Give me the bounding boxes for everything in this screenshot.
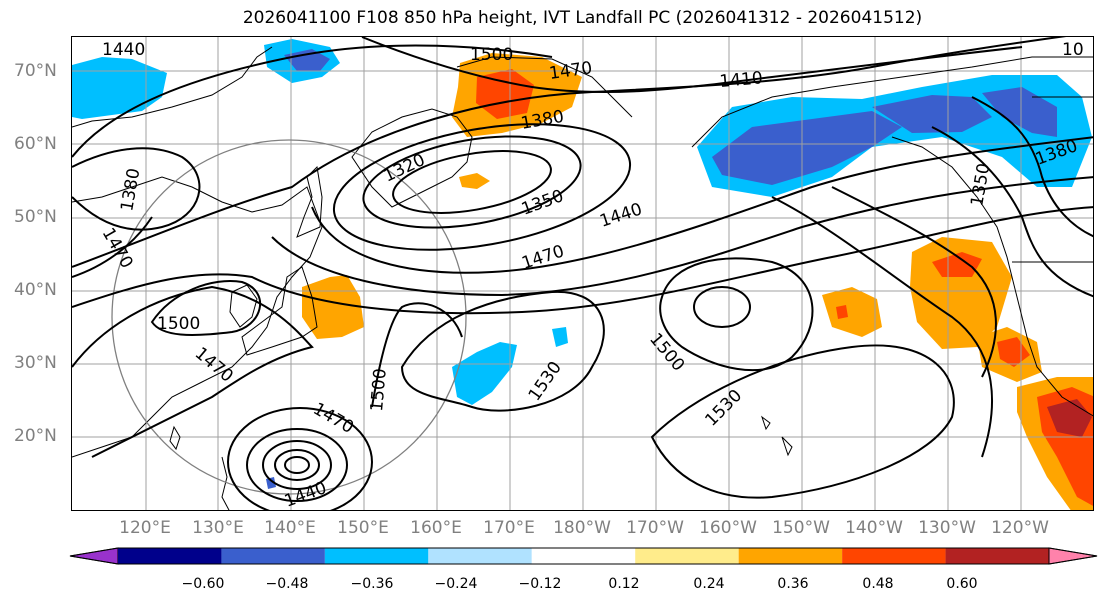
colorbar-outline	[69, 547, 1098, 565]
colorbar-extend-min	[69, 547, 119, 565]
lon-label: 120°E	[119, 518, 171, 538]
colorbar-segment	[118, 548, 222, 564]
colorbar-tick: −0.24	[434, 576, 478, 592]
figure-title: 2026041100 F108 850 hPa height, IVT Land…	[242, 8, 923, 28]
contour-label: 1470	[191, 344, 237, 387]
colorbar-segment	[531, 548, 636, 564]
colorbar-tick: −0.60	[181, 576, 225, 592]
contour-label: 10	[1062, 40, 1084, 60]
lat-label: 30°N	[14, 353, 57, 373]
shade-orange-japan	[302, 275, 364, 339]
colorbar-tick: 0.24	[693, 576, 725, 592]
colorbar-tick: −0.12	[518, 576, 562, 592]
contour-label: 1440	[282, 478, 329, 511]
lon-label: 170°W	[626, 518, 684, 538]
colorbar-segment	[428, 548, 532, 564]
contour-label: 1470	[548, 58, 594, 84]
colorbar-segment	[324, 548, 429, 564]
lat-label: 70°N	[14, 61, 57, 81]
landfall-radius-circle	[111, 139, 467, 495]
lon-label: 130°E	[192, 518, 244, 538]
shade-blue-typhoon-dot	[266, 477, 276, 489]
contour-label: 1500	[645, 329, 688, 375]
lat-label: 50°N	[14, 207, 57, 227]
shade-red-offshore-dot	[836, 305, 848, 319]
lat-label: 60°N	[14, 134, 57, 154]
shade-blue-midpac	[452, 342, 517, 405]
colorbar-segment	[221, 548, 325, 564]
colorbar-tick: 0.60	[946, 576, 978, 592]
shade-blue-arctic-left	[72, 57, 167, 119]
shade-red-bering	[476, 69, 534, 119]
colorbar-tick: −0.48	[265, 576, 309, 592]
shade-red-pnw	[932, 252, 982, 277]
contour-label: 1440	[597, 199, 644, 231]
lon-label: 150°E	[337, 518, 389, 538]
contour-label: 1470	[98, 225, 137, 272]
colorbar-tick: −0.36	[350, 576, 394, 592]
shade-blue-midpac-dot	[552, 327, 568, 347]
lon-label: 120°W	[991, 518, 1049, 538]
colorbar-segment	[738, 548, 843, 564]
shade-mid-arctic-small	[284, 49, 330, 71]
lon-label: 140°E	[264, 518, 316, 538]
map-canvas: 1440 1500 1470 1410 1380 1320 1350 1440 …	[72, 37, 1093, 511]
colorbar-segment	[842, 548, 946, 564]
colorbar-tick: 0.36	[777, 576, 809, 592]
shade-orange-kamchatka-dot	[459, 173, 490, 189]
contour-label: 1350	[967, 162, 994, 208]
colorbar-segment	[635, 548, 739, 564]
lon-label: 140°W	[845, 518, 903, 538]
shade-red-socal	[997, 337, 1030, 367]
lat-label: 40°N	[14, 280, 57, 300]
map-panel[interactable]: 1440 1500 1470 1410 1380 1320 1350 1440 …	[71, 36, 1094, 511]
shade-mid-east	[982, 87, 1057, 137]
colorbar-tick: 0.48	[862, 576, 894, 592]
contour-label: 1500	[157, 314, 200, 334]
shade-orange-offshore	[822, 287, 882, 337]
contour-label: 1500	[470, 45, 513, 65]
ivt-shading	[72, 39, 1093, 510]
lon-label: 170°E	[483, 518, 535, 538]
lon-label: 180°W	[553, 518, 611, 538]
contour-label: 1500	[367, 368, 391, 413]
lon-label: 130°W	[918, 518, 976, 538]
height-contours	[72, 37, 1093, 510]
contour-label: 1530	[701, 386, 746, 431]
lon-label: 160°E	[410, 518, 462, 538]
colorbar-extend-max	[1048, 547, 1098, 565]
contour-label: 1470	[519, 241, 566, 273]
lon-label: 160°W	[699, 518, 757, 538]
colorbar-tick: 0.12	[608, 576, 640, 592]
contour-label: 1410	[719, 68, 764, 92]
contour-label: 1440	[102, 40, 145, 60]
lat-label: 20°N	[14, 426, 57, 446]
contour-label: 1350	[519, 186, 566, 220]
contour-label: 1380	[117, 167, 144, 213]
lon-label: 150°W	[772, 518, 830, 538]
colorbar-segment	[945, 548, 1049, 564]
shade-mid-alaska	[712, 111, 902, 185]
shade-mid-canada	[872, 95, 992, 133]
